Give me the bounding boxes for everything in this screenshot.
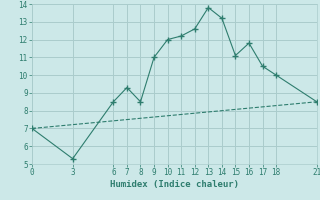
X-axis label: Humidex (Indice chaleur): Humidex (Indice chaleur) — [110, 180, 239, 189]
